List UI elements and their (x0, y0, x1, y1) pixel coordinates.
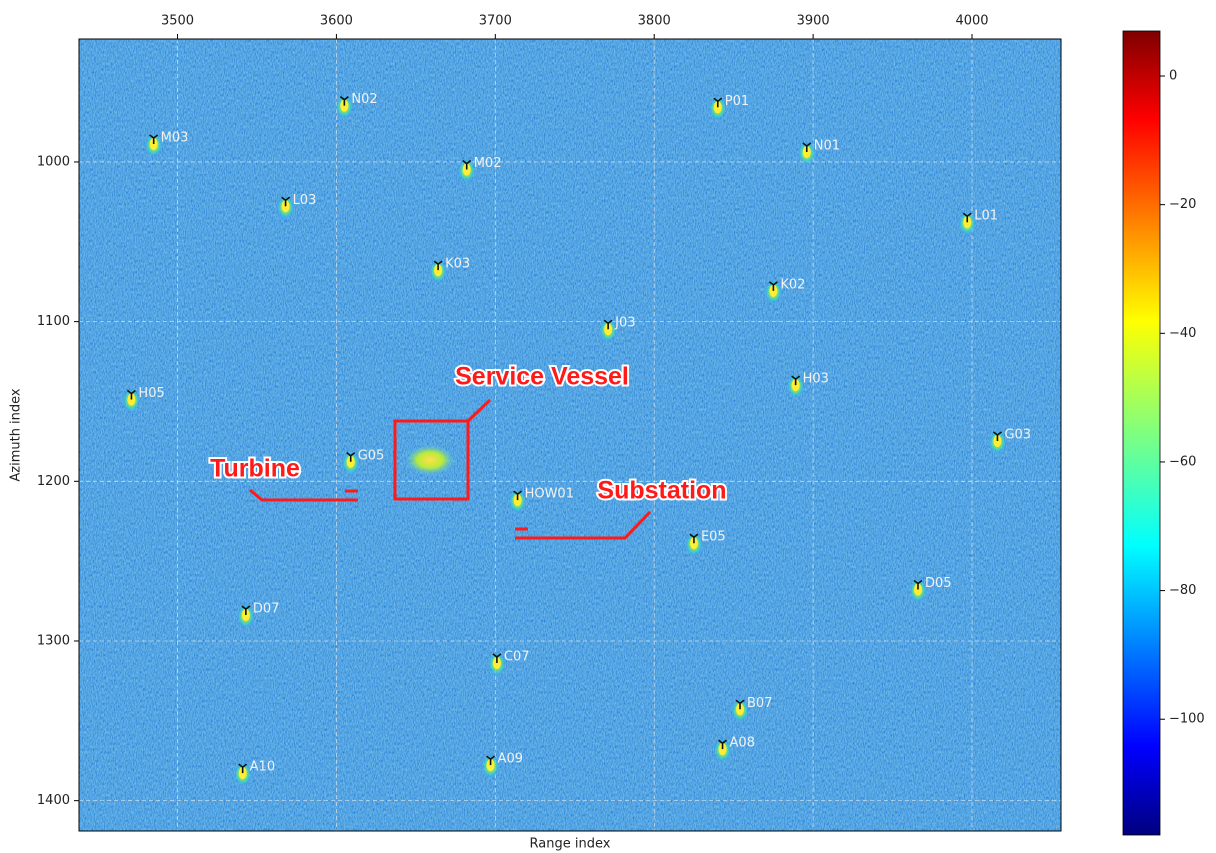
turbine-label: P01 (725, 94, 749, 109)
turbine-icon (913, 579, 923, 590)
y-tick-label: 1200 (37, 474, 70, 489)
colorbar-tick-label: −20 (1169, 197, 1196, 212)
turbine-icon (433, 260, 443, 271)
turbine-icon (281, 196, 291, 207)
turbine-label: B07 (747, 696, 772, 711)
annotation: Turbine (210, 455, 300, 483)
colorbar (1122, 30, 1161, 836)
turbine-icon (346, 452, 356, 462)
colorbar-tick-label: 0 (1169, 69, 1177, 84)
x-tick-label: 3800 (638, 14, 671, 29)
turbine-label: K03 (445, 257, 470, 272)
turbine-icon (802, 142, 812, 152)
turbine-label: M02 (474, 156, 502, 171)
x-tick-label: 3500 (161, 14, 194, 29)
turbine-label: L01 (974, 209, 998, 224)
turbine-icon (339, 96, 349, 106)
turbine-icon (486, 755, 496, 766)
vessel-box (393, 419, 470, 501)
turbine-label: K02 (780, 277, 805, 292)
turbine-label: M03 (161, 131, 189, 146)
turbine-label: D07 (253, 602, 280, 617)
turbine-label: D05 (925, 576, 952, 591)
turbine-label: HOW01 (525, 487, 574, 502)
x-tick-label: 3900 (797, 14, 830, 29)
turbine-label: H03 (803, 372, 829, 387)
annotation: Substation (597, 477, 726, 505)
turbine-label: L03 (293, 193, 317, 208)
substation-leader (515, 510, 652, 540)
turbine-icon (735, 699, 745, 710)
turbine-icon (689, 533, 699, 544)
x-axis-label: Range index (530, 837, 611, 852)
turbine-icon (603, 319, 613, 330)
turbine-icon (962, 212, 972, 223)
turbine-label: C07 (504, 649, 530, 664)
y-axis-label: Azimuth index (9, 388, 24, 482)
colorbar-tick-label: −100 (1169, 712, 1205, 727)
image-noise (79, 39, 1061, 831)
turbine-icon (149, 134, 159, 144)
turbine-label: E05 (701, 530, 726, 545)
turbine-icon (992, 431, 1002, 441)
y-tick-label: 1300 (37, 633, 70, 648)
turbine-icon (462, 159, 472, 170)
x-tick-label: 3700 (479, 14, 512, 29)
annotation-shapes (249, 398, 652, 540)
colorbar-tick-label: −60 (1169, 454, 1196, 469)
turbine-label: H05 (138, 386, 164, 401)
plot-area: M03 N02 P01 N01 M02 L03 L01 K03 K02 J03 H05 H03 G03 G… (79, 39, 1061, 831)
turbine-icon (513, 490, 523, 501)
annotation: Service Vessel (455, 363, 629, 391)
turbine-label: N01 (814, 138, 840, 153)
colorbar-tick-label: −80 (1169, 583, 1196, 598)
turbine-icon (718, 739, 728, 750)
turbine-label: A09 (498, 752, 523, 767)
turbine-label: G03 (1004, 428, 1031, 443)
turbine-label: A08 (730, 736, 755, 751)
plot-frame (78, 38, 1062, 832)
vessel-echo (404, 444, 456, 476)
y-tick-label: 1400 (37, 793, 70, 808)
turbine-icon (713, 97, 723, 108)
turbine-icon (768, 281, 778, 291)
y-tick-label: 1100 (37, 314, 70, 329)
turbine-icon (241, 605, 251, 616)
vessel-leader (466, 398, 492, 423)
turbine-label: N02 (351, 92, 377, 107)
turbine-icon (791, 375, 801, 386)
turbine-label: A10 (250, 760, 275, 775)
turbine-icon (492, 653, 502, 663)
x-tick-label: 3600 (320, 14, 353, 29)
colorbar-tick-label: −40 (1169, 326, 1196, 341)
turbine-leader (249, 488, 358, 502)
turbine-icon (126, 389, 136, 400)
y-tick-label: 1000 (37, 154, 70, 169)
turbine-label: J03 (614, 316, 635, 331)
x-tick-label: 4000 (955, 14, 988, 29)
turbine-label: G05 (358, 448, 385, 463)
turbine-icon (238, 763, 248, 774)
